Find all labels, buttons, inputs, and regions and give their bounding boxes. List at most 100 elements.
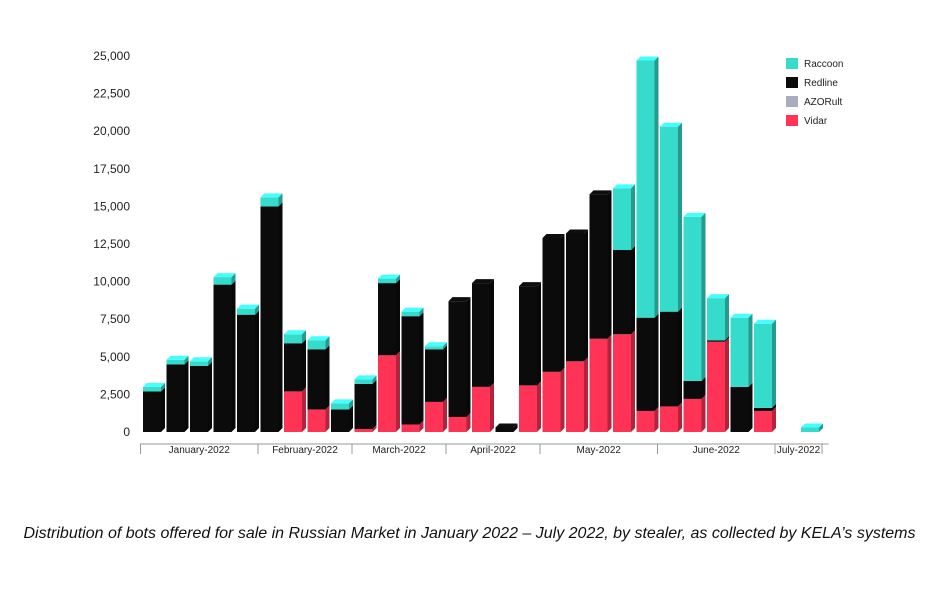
- legend-swatch-raccoon: [786, 58, 798, 69]
- bar-top: [589, 190, 612, 195]
- bar-side-raccoon: [255, 304, 259, 315]
- bar-segment-vidar: [472, 386, 490, 432]
- bar-segment-vidar: [754, 410, 772, 432]
- bar-segment-vidar: [613, 334, 631, 432]
- bar-side-raccoon: [772, 319, 776, 408]
- x-month-label: June-2022: [693, 445, 741, 456]
- bar-segment-redline: [754, 407, 772, 411]
- bar-side-vidar: [443, 397, 447, 432]
- y-tick-label: 17,500: [93, 162, 130, 176]
- bar-side-raccoon: [208, 357, 212, 366]
- caption-text: Distribution of bots offered for sale in…: [23, 525, 916, 542]
- x-month-label: April-2022: [470, 445, 516, 456]
- bar-segment-raccoon: [636, 60, 655, 318]
- bar-side-vidar: [772, 406, 776, 432]
- legend-label-redline: Redline: [804, 78, 838, 89]
- bar-segment-redline: [660, 311, 678, 407]
- bar-top: [213, 273, 236, 278]
- bar-side-redline: [584, 229, 588, 362]
- bar-side-redline: [607, 190, 612, 339]
- bar-side-redline: [255, 310, 259, 432]
- bar-segment-redline: [237, 314, 255, 432]
- bar-side-vidar: [631, 330, 635, 432]
- bar-segment-raccoon: [660, 126, 678, 312]
- bar-segment-redline: [707, 340, 725, 342]
- y-tick-label: 12,500: [93, 237, 130, 251]
- legend-label-azorult: AZORult: [804, 97, 843, 108]
- bar-side-vidar: [466, 412, 471, 432]
- bar-segment-raccoon: [401, 311, 420, 317]
- bar-segment-redline: [613, 250, 631, 335]
- y-tick-label: 25,000: [93, 49, 130, 63]
- bar-side-raccoon: [325, 336, 330, 350]
- y-axis: 0 2,500 5,000 7,500 10,000 12,500 15,000 17,500…: [93, 49, 130, 439]
- bar-segment-redline: [448, 301, 467, 417]
- bar-segment-vidar: [660, 406, 678, 432]
- bar-side-redline: [490, 279, 494, 387]
- bar-side-vidar: [396, 351, 400, 432]
- bar-side-redline: [208, 361, 212, 432]
- bar-side-redline: [631, 246, 635, 335]
- x-axis: January-2022 February-2022 March-2022 April…: [140, 443, 829, 456]
- bar-side-redline: [513, 423, 518, 432]
- bar-segment-raccoon: [425, 346, 443, 350]
- legend-swatch-vidar: [786, 115, 798, 126]
- bar-top: [519, 282, 541, 287]
- bar-segment-raccoon: [331, 403, 349, 410]
- bar-segment-raccoon: [284, 334, 302, 344]
- x-month-label: May-2022: [577, 445, 622, 456]
- x-month-label: January-2022: [169, 445, 231, 456]
- bar-side-redline: [184, 360, 189, 432]
- bar-top: [730, 313, 753, 318]
- y-tick-label: 7,500: [100, 312, 130, 326]
- bar-side-redline: [419, 312, 424, 425]
- bar-top: [425, 342, 447, 347]
- bar-side-vidar: [490, 382, 494, 432]
- bar-segment-redline: [378, 283, 396, 356]
- x-month-label: July-2022: [777, 445, 821, 456]
- bar-side-raccoon: [678, 122, 682, 312]
- bar-segment-raccoon: [237, 308, 255, 315]
- bar-segment-vidar: [542, 371, 561, 432]
- bar-top: [378, 274, 400, 279]
- bar-segment-raccoon: [213, 277, 232, 285]
- bar-top: [307, 336, 330, 341]
- bar-side-vidar: [537, 381, 541, 432]
- y-tick-label: 0: [123, 425, 130, 439]
- bar-side-vidar: [654, 406, 659, 432]
- y-tick-label: 20,000: [93, 124, 130, 138]
- bar-segment-raccoon: [354, 379, 373, 384]
- bar-side-redline: [278, 202, 283, 432]
- bar-segment-redline: [213, 284, 232, 432]
- bar-side-raccoon: [184, 355, 189, 365]
- bars-layer: [143, 56, 823, 432]
- bar-segment-redline: [683, 380, 702, 399]
- bar-side-raccoon: [725, 294, 729, 341]
- bar-segment-redline: [354, 383, 373, 429]
- bar-top: [284, 330, 306, 335]
- bar-top: [801, 423, 823, 428]
- bar-side-vidar: [584, 357, 588, 432]
- bar-side-raccoon: [631, 184, 635, 251]
- bar-side-redline: [560, 233, 565, 372]
- bar-top: [566, 229, 588, 234]
- bar-side-raccoon: [654, 56, 659, 318]
- bar-side-raccoon: [372, 375, 377, 384]
- y-tick-label: 10,000: [93, 275, 130, 289]
- y-tick-label: 2,500: [100, 387, 130, 401]
- bar-segment-raccoon: [707, 298, 725, 341]
- bar-segment-vidar: [354, 428, 373, 432]
- bar-side-vidar: [560, 367, 565, 432]
- bar-side-redline: [678, 307, 682, 407]
- bar-segment-vidar: [307, 409, 326, 432]
- bar-segment-redline: [589, 194, 608, 339]
- bar-segment-vidar: [401, 424, 420, 432]
- bar-segment-vidar: [378, 355, 396, 432]
- bar-segment-redline: [542, 237, 561, 372]
- bar-segment-redline: [401, 316, 420, 425]
- x-month-label: February-2022: [272, 445, 338, 456]
- bar-side-redline: [443, 345, 447, 402]
- bar-segment-vidar: [519, 385, 537, 432]
- bar-side-raccoon: [396, 274, 400, 284]
- bar-side-redline: [466, 297, 471, 417]
